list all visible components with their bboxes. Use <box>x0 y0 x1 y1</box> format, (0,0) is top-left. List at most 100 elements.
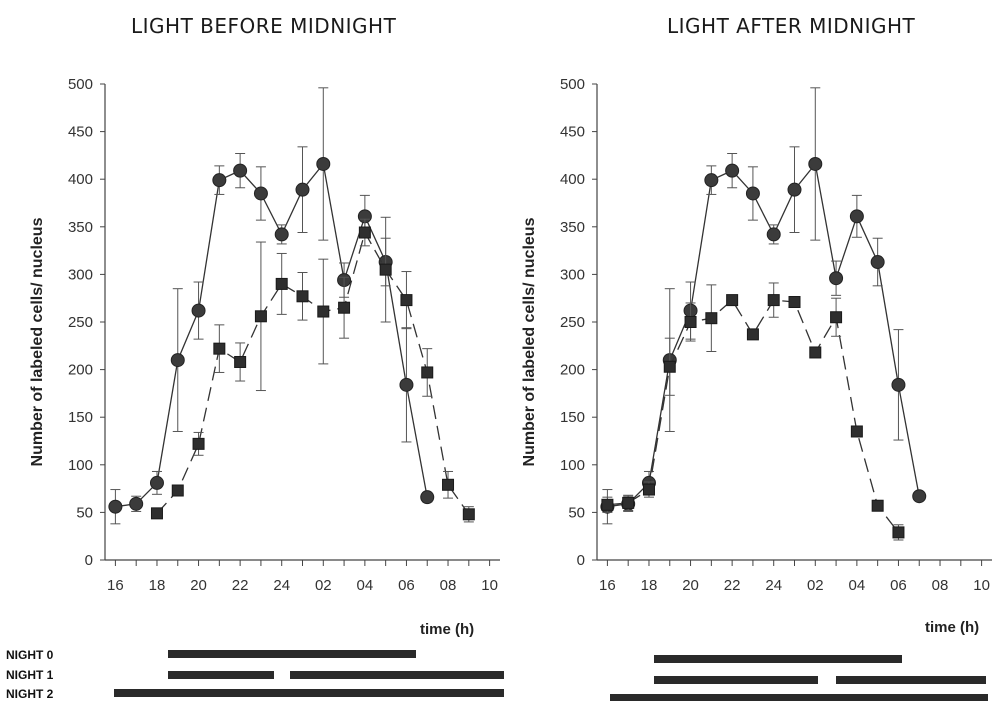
right-square-point <box>601 498 614 511</box>
left-square-point <box>150 507 163 520</box>
right-y-tick-label: 450 <box>560 124 585 141</box>
right-square-point <box>892 526 905 539</box>
right-circle-point <box>787 182 802 197</box>
right-circle-point <box>829 271 844 286</box>
right-circle-point <box>849 209 864 224</box>
left-square-point <box>442 478 455 491</box>
left-night-2-bar <box>114 689 504 697</box>
left-square-point <box>421 366 434 379</box>
left-circle-point <box>295 182 310 197</box>
left-circle-point <box>316 156 331 171</box>
left-square-point <box>462 508 475 521</box>
right-series-circle <box>600 87 927 525</box>
right-series-square <box>601 282 905 541</box>
left-circle-point <box>233 163 248 178</box>
right-square-point <box>767 294 780 307</box>
right-night-0-bar <box>654 655 902 663</box>
left-circle-point <box>191 303 206 318</box>
right-x-tick-label: 22 <box>724 577 741 594</box>
right-y-tick-label: 0 <box>577 552 585 569</box>
right-x-tick-label: 02 <box>807 577 824 594</box>
left-series-square <box>150 216 475 523</box>
right-y-tick-label: 500 <box>560 76 585 93</box>
left-x-tick-label: 04 <box>357 577 374 594</box>
right-y-tick-label: 300 <box>560 266 585 283</box>
left-x-tick-label: 08 <box>440 577 457 594</box>
right-x-axis-label: time (h) <box>925 619 979 636</box>
right-circle-point <box>891 377 906 392</box>
right-square-point <box>726 294 739 307</box>
left-circle-point <box>420 490 435 505</box>
left-x-tick-label: 10 <box>481 577 498 594</box>
right-square-point <box>663 360 676 373</box>
left-circle-point <box>170 353 185 368</box>
night-1-label: NIGHT 1 <box>6 668 54 682</box>
right-y-tick-label: 50 <box>568 504 585 521</box>
left-circle-point <box>274 227 289 242</box>
left-circle-point <box>108 499 123 514</box>
left-square-point <box>338 301 351 314</box>
left-square-point <box>171 484 184 497</box>
left-square-point <box>296 290 309 303</box>
left-night-1-bar-a <box>168 671 274 679</box>
right-x-tick-label: 10 <box>973 577 990 594</box>
left-x-axis-label: time (h) <box>420 621 474 638</box>
right-panel-title: LIGHT AFTER MIDNIGHT <box>667 14 916 38</box>
right-circle-point <box>808 156 823 171</box>
left-square-point <box>213 342 226 355</box>
left-y-tick-label: 0 <box>85 552 93 569</box>
right-x-tick-label: 06 <box>890 577 907 594</box>
right-night-1-bar-a <box>654 676 818 684</box>
right-x-tick-label: 20 <box>682 577 699 594</box>
right-y-tick-label: 350 <box>560 219 585 236</box>
left-y-tick-label: 300 <box>68 266 93 283</box>
left-chart: 0 50 100 150 200 250 300 350 400 450 500 16 18 20 22 24… <box>29 76 500 638</box>
right-y-tick-label: 400 <box>560 171 585 188</box>
left-circle-point <box>129 496 144 511</box>
left-y-tick-label: 250 <box>68 314 93 331</box>
left-y-tick-label: 200 <box>68 362 93 379</box>
right-square-point <box>830 311 843 324</box>
left-square-point <box>275 277 288 290</box>
right-square-point <box>809 346 822 359</box>
left-x-tick-label: 22 <box>232 577 249 594</box>
right-night-2-bar <box>610 694 988 701</box>
left-y-tick-label: 50 <box>76 504 93 521</box>
left-y-tick-label: 450 <box>68 124 93 141</box>
left-panel-title: LIGHT BEFORE MIDNIGHT <box>131 14 397 38</box>
right-x-tick-label: 04 <box>849 577 866 594</box>
left-y-tick-label: 500 <box>68 76 93 93</box>
left-square-series-line <box>156 230 470 515</box>
right-square-point <box>788 296 801 309</box>
left-night-bars <box>114 650 504 697</box>
right-x-tick-label: 18 <box>641 577 658 594</box>
left-x-tick-label: 18 <box>149 577 166 594</box>
left-series-circle <box>108 87 435 525</box>
night-0-label: NIGHT 0 <box>6 648 54 662</box>
right-y-axis-label: Number of labeled cells/ nucleus <box>521 217 538 466</box>
left-night-1-bar-b <box>290 671 504 679</box>
right-square-point <box>642 483 655 496</box>
right-square-series-line <box>607 299 899 533</box>
right-circle-point <box>912 489 927 504</box>
left-y-tick-label: 350 <box>68 219 93 236</box>
left-circle-point <box>149 475 164 490</box>
right-square-point <box>705 312 718 325</box>
left-y-tick-label: 100 <box>68 457 93 474</box>
right-y-tick-label: 150 <box>560 409 585 426</box>
left-x-tick-label: 24 <box>273 577 290 594</box>
right-night-bars <box>610 655 988 701</box>
left-square-point <box>400 294 413 307</box>
right-circle-point <box>766 227 781 242</box>
left-square-point <box>358 226 371 239</box>
left-square-point <box>192 437 205 450</box>
right-circle-point <box>725 163 740 178</box>
right-circle-point <box>870 255 885 270</box>
left-square-point <box>317 305 330 318</box>
left-x-tick-label: 02 <box>315 577 332 594</box>
left-x-tick-label: 16 <box>107 577 124 594</box>
left-square-point <box>379 263 392 276</box>
right-square-point <box>622 496 635 509</box>
